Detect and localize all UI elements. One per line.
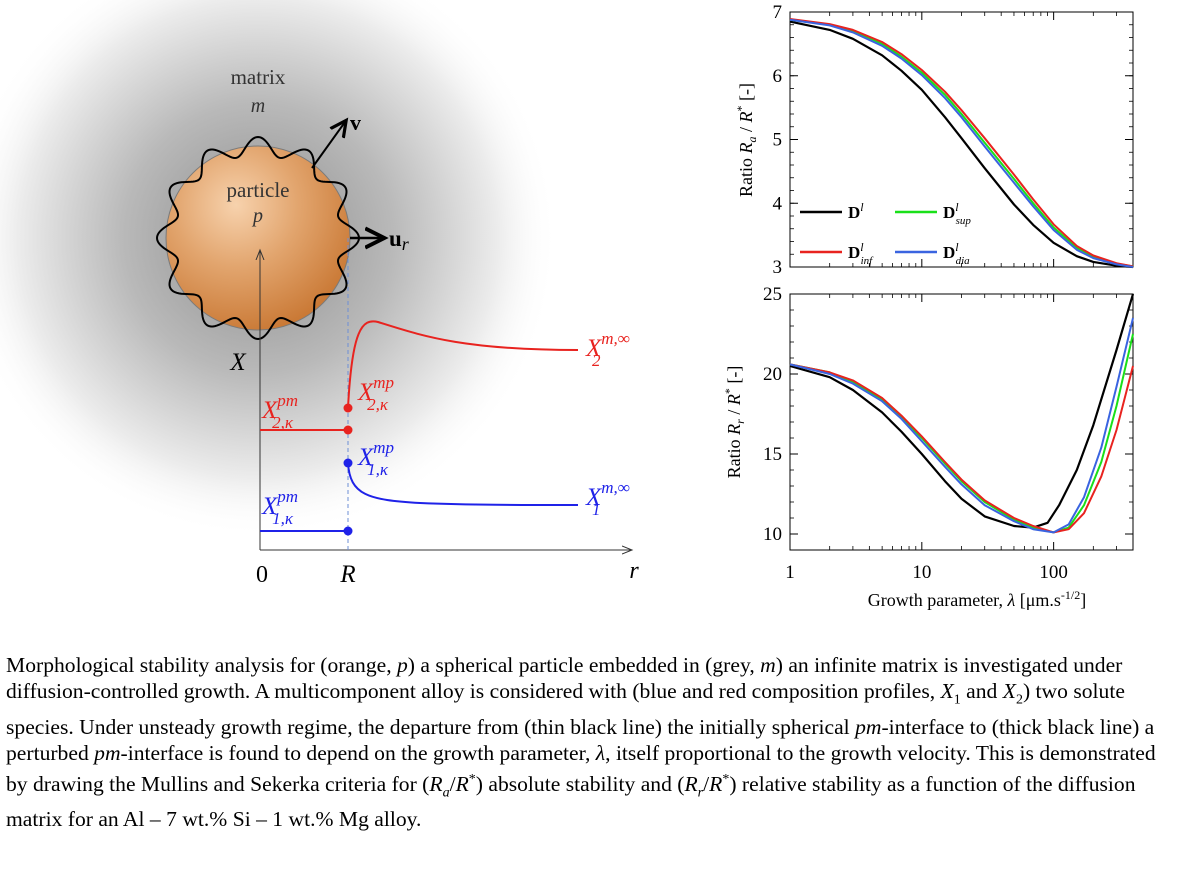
series-line-2 xyxy=(789,363,1134,534)
x-tick-label: 1 xyxy=(785,562,795,583)
normal-label: ur xyxy=(389,226,410,254)
x2-inf-label: Xm,∞ 2 xyxy=(585,329,630,370)
origin-label: 0 xyxy=(256,562,268,588)
schematic: matrix m particle p v ur X r 0 R xyxy=(0,0,639,588)
y-tick-label: 3 xyxy=(773,257,783,278)
x-tick-label: 100 xyxy=(1039,562,1068,583)
axis-ticks: 3 4 5 6 7 xyxy=(773,2,1134,278)
legend-label: Dl sup xyxy=(943,200,971,227)
x-axis-label: r xyxy=(629,558,639,584)
radius-label: R xyxy=(339,561,355,588)
velocity-label: v xyxy=(350,110,361,135)
x1-pm-point xyxy=(343,526,353,536)
x-tick-label: 10 xyxy=(912,562,931,583)
chart-absolute-stability: 3 4 5 6 7 Ratio Ra / R* [-] Dl Dl sup Dl inf Dl di… xyxy=(734,2,1134,278)
y-axis-label: Ratio Rr / R* [-] xyxy=(722,366,747,479)
perturbed-interface xyxy=(155,135,361,341)
legend: Dl Dl sup Dl inf Dl dia xyxy=(800,200,971,267)
y-tick-label: 7 xyxy=(773,2,783,23)
caption-text: Morphological stability analysis for (or… xyxy=(6,653,1156,832)
spherical-particle xyxy=(165,145,351,331)
x1-inf-label: Xm,∞ 1 xyxy=(585,478,630,519)
x1-mp-label: Xmp 1,κ xyxy=(357,438,394,479)
y-axis-label: X xyxy=(229,349,247,376)
y-tick-label: 25 xyxy=(763,284,782,305)
series-line-1 xyxy=(789,333,1134,534)
y-tick-label: 15 xyxy=(763,444,782,465)
x2-pm-label: Xpm 2,κ xyxy=(261,391,298,432)
y-tick-label: 20 xyxy=(763,364,782,385)
series-line-2 xyxy=(789,18,1134,268)
plot-frame xyxy=(789,293,1134,551)
series-line-1 xyxy=(789,18,1134,268)
figure: matrix m particle p v ur X r 0 R xyxy=(0,0,1135,610)
y-tick-label: 10 xyxy=(763,524,782,545)
series-line-0 xyxy=(789,20,1134,269)
series-lines xyxy=(789,293,1135,534)
y-tick-label: 5 xyxy=(773,130,783,151)
x1-matrix-profile xyxy=(347,462,579,506)
figure-canvas: matrix m particle p v ur X r 0 R xyxy=(0,0,1135,610)
particle-symbol: p xyxy=(251,205,263,227)
legend-label: Dl inf xyxy=(848,240,874,267)
series-line-0 xyxy=(789,293,1135,529)
x-axis-label: Growth parameter, λ [μm.s-1/2] xyxy=(868,588,1087,610)
x1-pm-label: Xpm 1,κ xyxy=(261,487,298,528)
y-axis-label: Ratio Ra / R* [-] xyxy=(734,83,759,197)
x2-mp-label: Xmp 2,κ xyxy=(357,373,394,414)
series-line-3 xyxy=(789,18,1134,268)
figure-caption: Morphological stability analysis for (or… xyxy=(6,652,1182,833)
legend-label: Dl dia xyxy=(943,240,970,267)
y-tick-label: 4 xyxy=(773,193,783,214)
matrix-symbol: m xyxy=(251,95,265,117)
particle-label: particle xyxy=(227,178,290,202)
velocity-arrow xyxy=(311,122,345,169)
legend-label: Dl xyxy=(848,200,864,222)
series-lines xyxy=(789,18,1134,269)
x2-matrix-profile xyxy=(347,320,579,409)
x2-pm-point xyxy=(343,425,353,435)
y-tick-label: 6 xyxy=(773,66,783,87)
matrix-label: matrix xyxy=(231,65,286,89)
series-line-3 xyxy=(789,317,1134,534)
